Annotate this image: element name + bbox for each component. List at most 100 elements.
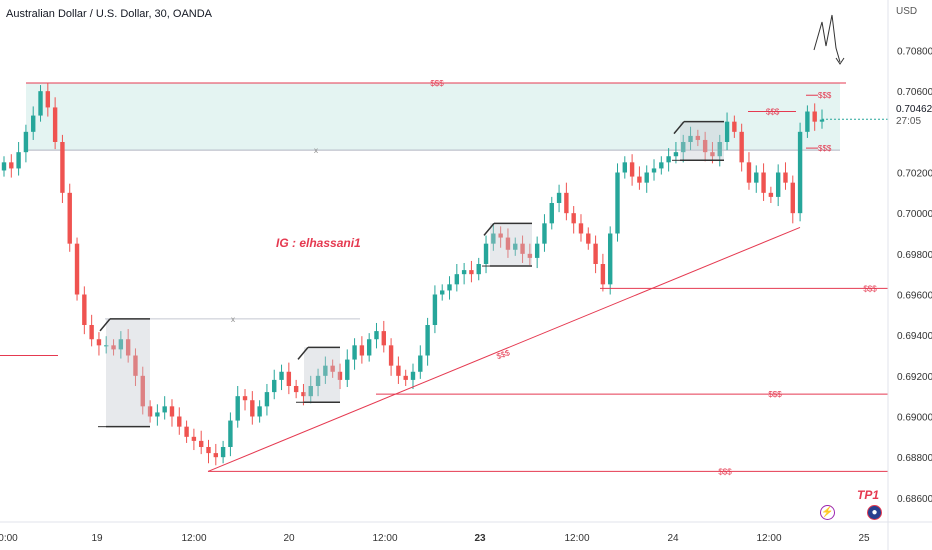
candle-body [775, 172, 781, 197]
candle-body [607, 233, 613, 285]
time-tick-label: 19 [91, 533, 103, 544]
candle-body [724, 121, 730, 142]
bar-countdown: 27:05 [896, 116, 922, 127]
time-tick-label: 23 [474, 533, 486, 544]
candle-body [133, 355, 138, 376]
candle-body [96, 339, 102, 346]
candle-body [739, 131, 744, 163]
short-liquidity-label: $$$ [766, 108, 780, 117]
liquidity-label: $$$ [768, 390, 782, 399]
candle-body [147, 406, 153, 417]
lightning-icon[interactable]: ⚡ [820, 505, 835, 520]
candle-body [688, 135, 693, 142]
current-price-badge: 0.70462 27:05 [896, 104, 932, 128]
candle-body [651, 168, 657, 173]
candle-body [534, 243, 540, 258]
price-tick-label: 0.70800 [897, 47, 932, 58]
candle-body [461, 270, 467, 275]
candle-body [264, 392, 270, 407]
zone-top-label: $$$ [430, 79, 444, 88]
gray-level-label: x [231, 315, 235, 324]
candle-body [469, 270, 474, 275]
candle-body [629, 162, 635, 177]
candle-body [783, 172, 788, 183]
candle-body [761, 172, 766, 193]
zone-bottom-label: x [314, 146, 318, 155]
time-tick-label: 12:00 [181, 533, 206, 544]
candle-body [593, 243, 598, 264]
candle-body [45, 91, 51, 108]
candle-body [235, 396, 240, 421]
time-tick-label: 12:00 [756, 533, 781, 544]
candle-body [425, 325, 430, 356]
candle-body [622, 162, 628, 173]
candle-body [695, 135, 701, 140]
box-top-edge-diag [297, 346, 309, 360]
author-watermark: IG : elhassani1 [276, 236, 361, 250]
zigzag-arrowhead [835, 57, 845, 65]
candle-body [31, 115, 36, 132]
candle-body [220, 447, 226, 458]
time-tick-label: 12:00 [564, 533, 589, 544]
candle-body [483, 243, 489, 264]
price-tick-label: 0.70600 [897, 87, 932, 98]
candle-body [125, 339, 131, 356]
candle-body [67, 192, 72, 244]
price-tick-label: 0.69000 [897, 413, 932, 424]
candle-body [16, 152, 21, 169]
candle-body [89, 325, 94, 340]
country-flag-icon[interactable]: ● [867, 505, 882, 520]
candle-body [819, 119, 825, 122]
candle-body [242, 396, 248, 401]
price-tick-label: 0.70200 [897, 169, 932, 180]
candle-body [491, 233, 496, 244]
candle-body [74, 243, 80, 295]
candle-body [374, 331, 379, 340]
candle-body [279, 371, 284, 380]
price-tick-label: 0.68800 [897, 453, 932, 464]
candle-body [381, 331, 386, 346]
tp1-label: TP1 [857, 488, 880, 502]
price-tick-label: 0.70000 [897, 209, 932, 220]
candle-body [155, 412, 160, 417]
candle-body [659, 162, 664, 169]
candle-body [184, 426, 189, 437]
candle-body [403, 375, 408, 380]
liquidity-label: $$$ [863, 284, 877, 293]
candle-body [388, 345, 394, 366]
liquidity-label: $$$ [718, 467, 732, 476]
candle-body [104, 345, 109, 347]
candle-body [564, 192, 569, 214]
candle-body [681, 142, 686, 153]
time-tick-label: 20 [283, 533, 295, 544]
candle-body [38, 91, 43, 116]
candle-body [257, 406, 262, 417]
price-tick-label: 0.69400 [897, 331, 932, 342]
candle-body [746, 162, 752, 183]
price-tick-label: 0.69600 [897, 291, 932, 302]
candle-body [118, 339, 124, 350]
candles [1, 83, 825, 466]
candle-body [228, 420, 233, 447]
candle-body [768, 192, 774, 197]
candle-body [702, 139, 708, 153]
candle-body [732, 121, 737, 132]
short-liquidity-label: $$$ [818, 91, 832, 100]
candle-body [52, 107, 58, 142]
box-top-edge-diag [99, 318, 111, 332]
candle-body [447, 284, 452, 291]
candle-body [673, 152, 679, 157]
price-tick-label: 0.69800 [897, 250, 932, 261]
short-liquidity-label: $$$ [818, 144, 832, 153]
candle-body [323, 365, 328, 376]
box-top-edge-diag [483, 222, 495, 236]
candle-body [191, 436, 197, 441]
candle-body [432, 294, 438, 325]
candle-body [578, 223, 584, 234]
trendline-label: $$$ [495, 348, 511, 361]
candle-body [345, 359, 350, 380]
time-tick-label: 0:00 [0, 533, 18, 544]
candle-body [513, 243, 518, 250]
candle-body [586, 233, 591, 244]
